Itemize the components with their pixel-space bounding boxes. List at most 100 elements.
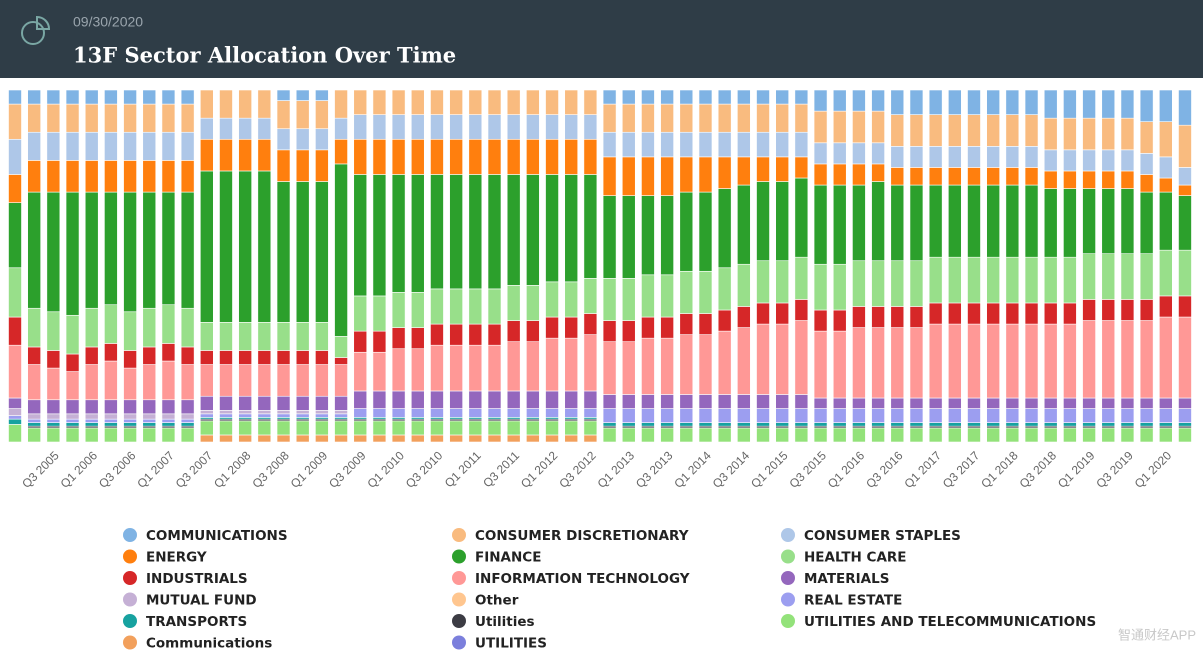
bar-segment — [794, 427, 809, 443]
bar-segment — [257, 410, 272, 415]
bar-segment — [123, 367, 137, 401]
bar-segment — [161, 360, 176, 401]
bar-segment — [602, 278, 617, 321]
bar-segment — [986, 323, 1000, 399]
bar-segment — [717, 408, 732, 423]
bar-segment — [679, 191, 694, 272]
bar-segment — [161, 191, 176, 306]
bar-segment — [353, 408, 368, 418]
bar-segment — [276, 149, 291, 182]
bar-segment — [8, 418, 22, 425]
bar-segment — [698, 427, 713, 443]
bar-segment — [641, 89, 655, 105]
legend-marker — [452, 592, 466, 607]
bar-segment — [430, 323, 444, 346]
bar-segment — [832, 397, 847, 409]
bar-segment — [65, 353, 80, 372]
bar-segment — [487, 174, 502, 290]
bar-segment — [660, 131, 674, 158]
bar-segment — [621, 394, 636, 409]
bar-segment — [1082, 397, 1096, 409]
bar-segment — [756, 89, 770, 105]
bar-segment — [1005, 408, 1020, 423]
x-tick-label: Q3 2006 — [96, 448, 139, 491]
bar-segment — [65, 314, 80, 355]
bar-segment — [1063, 422, 1077, 427]
bar-segment — [123, 311, 137, 351]
x-tick-label: Q1 2017 — [902, 448, 945, 491]
bar-segment — [813, 397, 828, 409]
bar-segment — [813, 263, 828, 311]
bar-segment — [1101, 253, 1116, 300]
bar-segment — [564, 174, 579, 283]
bar-segment — [545, 316, 559, 339]
bar-segment — [1159, 427, 1173, 443]
bar-segment — [410, 292, 425, 328]
bar-segment — [27, 427, 41, 443]
bar-segment — [353, 351, 368, 392]
bar-segment — [430, 288, 444, 325]
bar-segment — [756, 103, 770, 133]
bar-segment — [219, 395, 233, 411]
bar-segment — [1159, 316, 1173, 399]
bar-segment — [1101, 89, 1116, 119]
bar-segment — [660, 337, 674, 395]
bar-segment — [660, 195, 674, 276]
x-tick-label: Q1 2008 — [211, 448, 254, 491]
bar-segment — [737, 184, 751, 265]
bar-segment — [200, 420, 214, 436]
bar-segment — [353, 420, 368, 436]
bar-segment — [276, 100, 291, 130]
bar-segment — [948, 146, 962, 168]
bar-segment — [238, 410, 252, 415]
bar-segment — [487, 390, 502, 409]
bar-segment — [391, 408, 406, 418]
x-tick-label: Q3 2019 — [1093, 448, 1136, 491]
bar-segment — [1139, 299, 1154, 321]
bar-segment — [660, 427, 674, 443]
bar-segment — [8, 174, 22, 203]
bar-segment — [8, 415, 22, 420]
legend-marker — [781, 571, 795, 585]
bar-segment — [219, 322, 233, 351]
bar-segment — [698, 89, 713, 105]
bar-segment — [871, 89, 885, 112]
bar-segment — [315, 128, 329, 151]
bar-segment — [84, 103, 99, 133]
bar-segment — [142, 160, 157, 193]
bar-segment — [583, 434, 598, 443]
x-tick-label: Q3 2016 — [863, 448, 906, 491]
bar-segment — [679, 394, 694, 409]
bar-segment — [1178, 422, 1192, 427]
bar-segment — [564, 89, 579, 115]
x-tick-label: Q3 2015 — [786, 448, 829, 491]
bar-segment — [564, 390, 579, 409]
bar-segment — [1139, 427, 1154, 443]
bar-segment — [545, 138, 559, 175]
bar-segment — [276, 395, 291, 411]
bar-segment — [123, 131, 137, 161]
bar-segment — [832, 163, 847, 186]
bar-segment — [84, 427, 99, 443]
legend-label: FINANCE — [475, 550, 541, 566]
bar-segment — [65, 160, 80, 193]
legend-label: Other — [475, 593, 519, 609]
bar-segment — [487, 89, 502, 115]
bar-segment — [717, 422, 732, 427]
bar-segment — [871, 163, 885, 182]
bar-segment — [468, 114, 483, 140]
bar-segment — [295, 100, 310, 130]
bar-segment — [8, 202, 22, 269]
bar-segment — [84, 131, 99, 161]
bar-segment — [1043, 408, 1058, 423]
bar-segment — [813, 110, 828, 144]
bar-segment — [123, 89, 137, 105]
bar-segment — [161, 160, 176, 193]
bar-segment — [200, 395, 214, 411]
bar-segment — [180, 103, 195, 133]
bar-segment — [564, 114, 579, 140]
bar-segment — [890, 146, 905, 168]
bar-segment — [315, 364, 329, 397]
bar-segment — [219, 434, 233, 443]
